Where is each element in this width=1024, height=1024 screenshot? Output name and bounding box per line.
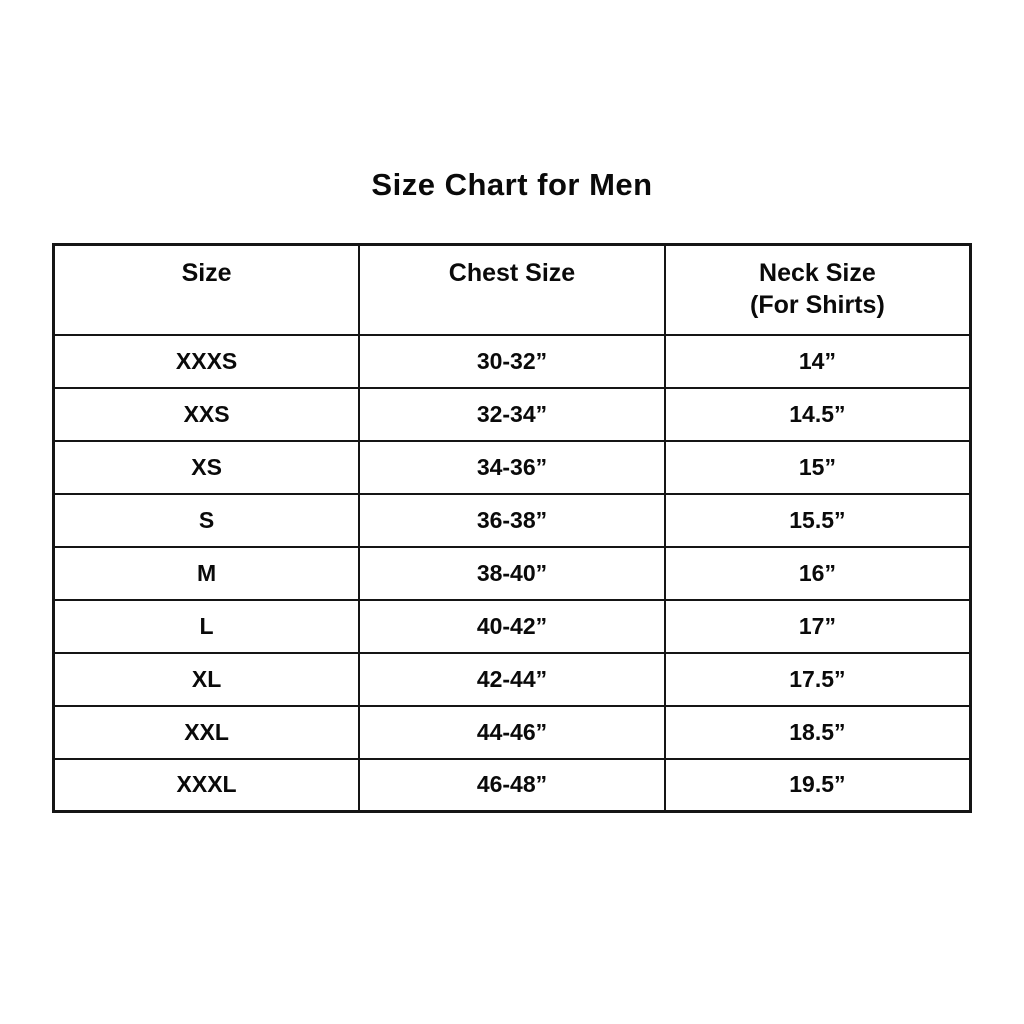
cell-neck: 14.5” — [663, 386, 972, 442]
cell-size: L — [52, 598, 361, 654]
cell-neck: 17.5” — [663, 651, 972, 707]
cell-neck: 15.5” — [663, 492, 972, 548]
cell-size: XS — [52, 439, 361, 495]
cell-chest: 44-46” — [358, 704, 666, 760]
cell-size: XL — [52, 651, 361, 707]
header-chest-size: Chest Size — [358, 243, 666, 336]
cell-chest: 40-42” — [358, 598, 666, 654]
table-row: S 36-38” 15.5” — [52, 492, 972, 548]
cell-neck: 19.5” — [663, 757, 972, 813]
cell-neck: 18.5” — [663, 704, 972, 760]
table-row: XXXL 46-48” 19.5” — [52, 757, 972, 813]
cell-chest: 32-34” — [358, 386, 666, 442]
cell-chest: 30-32” — [358, 333, 666, 389]
cell-chest: 34-36” — [358, 439, 666, 495]
size-chart-table: Size Chest Size Neck Size (For Shirts) X… — [52, 243, 972, 814]
cell-chest: 36-38” — [358, 492, 666, 548]
cell-size: XXXL — [52, 757, 361, 813]
cell-chest: 46-48” — [358, 757, 666, 813]
cell-chest: 38-40” — [358, 545, 666, 601]
cell-chest: 42-44” — [358, 651, 666, 707]
page-title: Size Chart for Men — [371, 167, 653, 202]
header-neck-size-line2: (For Shirts) — [750, 290, 885, 319]
table-row: XXS 32-34” 14.5” — [52, 386, 972, 442]
cell-size: XXS — [52, 386, 361, 442]
cell-neck: 16” — [663, 545, 972, 601]
table-row: XXXS 30-32” 14” — [52, 333, 972, 389]
cell-neck: 15” — [663, 439, 972, 495]
table-row: XL 42-44” 17.5” — [52, 651, 972, 707]
table-row: XXL 44-46” 18.5” — [52, 704, 972, 760]
cell-size: XXXS — [52, 333, 361, 389]
cell-size: M — [52, 545, 361, 601]
cell-size: XXL — [52, 704, 361, 760]
header-size: Size — [52, 243, 361, 336]
cell-neck: 14” — [663, 333, 972, 389]
table-row: M 38-40” 16” — [52, 545, 972, 601]
header-neck-size-line1: Neck Size — [759, 259, 876, 288]
table-row: XS 34-36” 15” — [52, 439, 972, 495]
cell-size: S — [52, 492, 361, 548]
header-neck-size: Neck Size (For Shirts) — [663, 243, 972, 336]
cell-neck: 17” — [663, 598, 972, 654]
table-row: L 40-42” 17” — [52, 598, 972, 654]
header-row: Size Chest Size Neck Size (For Shirts) — [52, 243, 972, 336]
